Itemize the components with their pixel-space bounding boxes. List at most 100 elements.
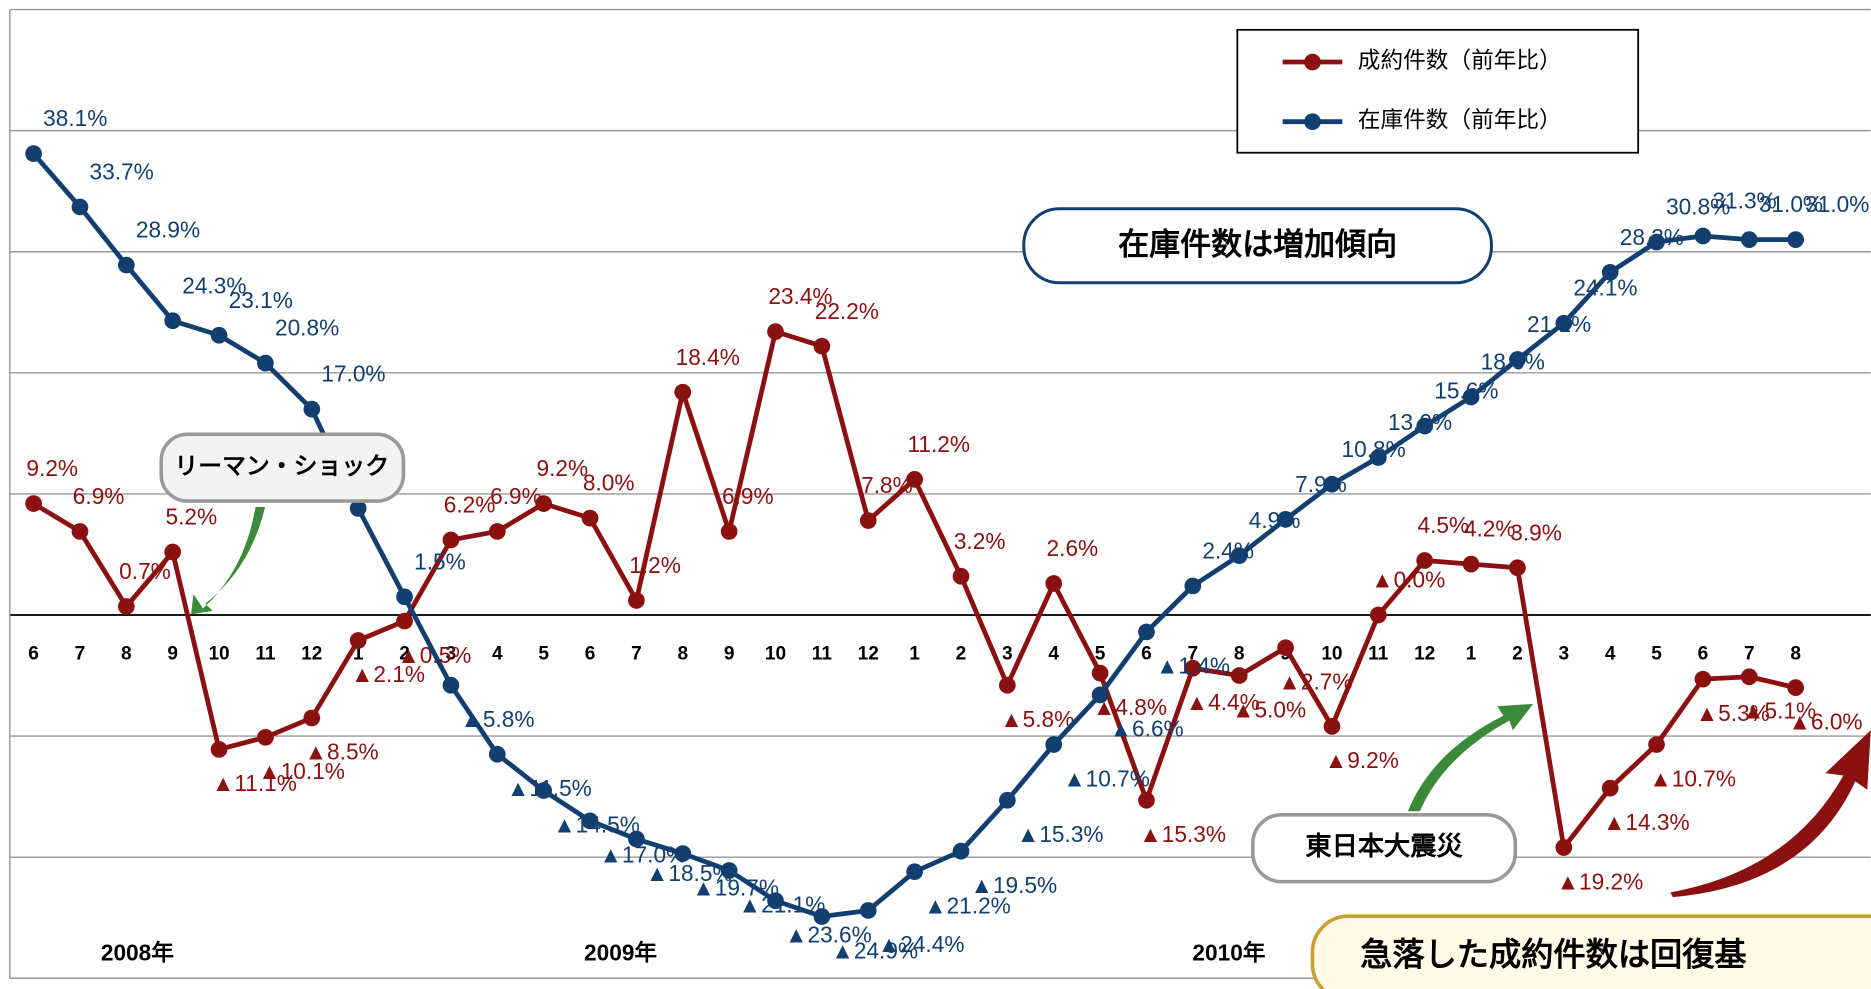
marker <box>813 908 831 925</box>
marker <box>303 709 321 727</box>
x-tick-label: 11 <box>255 643 276 664</box>
marker <box>1230 547 1248 565</box>
marker <box>1138 791 1155 809</box>
marker <box>1694 227 1712 245</box>
marker <box>674 383 692 401</box>
data-label: ▲19.2% <box>1557 868 1644 894</box>
data-label: ▲2.7% <box>1278 668 1352 694</box>
x-tick-label: 6 <box>28 643 39 664</box>
marker <box>720 862 738 879</box>
marker <box>442 531 460 549</box>
marker <box>1184 577 1202 595</box>
marker <box>1555 839 1573 856</box>
marker <box>581 812 599 830</box>
marker <box>71 523 89 540</box>
callout: リーマン・ショック <box>159 432 406 503</box>
data-label: 3.9% <box>1510 519 1562 545</box>
data-label: 21.1% <box>1527 311 1591 337</box>
legend-label: 成約件数（前年比） <box>1358 47 1562 73</box>
callout-box <box>1022 207 1493 285</box>
x-tick-label: 12 <box>301 643 322 664</box>
marker <box>396 588 413 606</box>
marker <box>906 863 923 881</box>
data-label: 28.9% <box>136 217 200 243</box>
data-label: ▲5.3% <box>1696 700 1770 726</box>
data-label: 2.4% <box>1202 538 1254 564</box>
data-label: ▲15.3% <box>1139 821 1226 847</box>
marker <box>1323 475 1341 493</box>
marker <box>628 592 645 609</box>
data-label: 24.1% <box>1573 275 1637 301</box>
marker <box>71 198 89 216</box>
legend-box <box>1236 28 1640 154</box>
callout: 急落した成約件数は回復基 <box>1310 914 1871 989</box>
marker <box>535 782 553 799</box>
x-tick-label: 6 <box>1698 643 1709 664</box>
x-tick-label: 7 <box>75 643 86 664</box>
marker <box>581 509 599 527</box>
data-label: 9.2% <box>26 455 78 481</box>
x-tick-label: 1 <box>909 643 920 664</box>
marker <box>349 632 367 649</box>
data-label: ▲19.5% <box>971 872 1058 898</box>
x-tick-label: 3 <box>1558 643 1569 664</box>
data-label: ▲17.0% <box>600 842 687 868</box>
data-label: 31.0% <box>1759 191 1823 217</box>
arrow-red-up <box>1670 730 1871 898</box>
marker <box>1277 510 1294 528</box>
data-label: ▲5.1% <box>1742 698 1816 724</box>
data-label: 18.0% <box>1481 349 1545 375</box>
x-tick-label: 2 <box>399 643 410 664</box>
marker <box>952 842 970 860</box>
data-label: ▲9.2% <box>1325 747 1399 773</box>
marker <box>1091 686 1109 704</box>
marker <box>1740 231 1758 248</box>
marker <box>1323 718 1341 735</box>
marker <box>628 830 645 848</box>
callout: 在庫件数は増加傾向 <box>1022 207 1493 285</box>
arrow-green-down <box>191 507 266 615</box>
marker <box>1509 559 1526 577</box>
year-label: 2010年 <box>1192 939 1265 965</box>
marker <box>1045 575 1063 592</box>
marker <box>257 354 274 372</box>
marker <box>813 337 831 355</box>
marker <box>767 323 784 340</box>
data-label: ▲10.7% <box>1649 765 1736 791</box>
marker <box>1184 659 1202 677</box>
marker <box>1694 670 1712 688</box>
annotation: 在庫件数は増加傾向 <box>1118 227 1397 262</box>
marker <box>1277 639 1294 657</box>
data-label: 6.2% <box>444 491 496 517</box>
x-tick-label: 10 <box>1321 643 1342 664</box>
marker <box>1601 263 1619 281</box>
marker <box>1740 668 1758 686</box>
marker <box>1787 231 1805 248</box>
annotation: リーマン・ショック <box>174 453 389 480</box>
callout-box <box>1251 813 1518 884</box>
data-label: 4.2% <box>1464 516 1516 542</box>
marker <box>257 728 274 746</box>
data-label: ▲0.0% <box>1371 567 1445 593</box>
data-label: 6.9% <box>73 483 125 509</box>
data-label: 6.9% <box>722 483 774 509</box>
data-label: 31.3% <box>1712 188 1776 214</box>
data-label: 17.0% <box>321 361 385 387</box>
data-label: 1.2% <box>629 552 681 578</box>
data-label: 10.8% <box>1341 436 1405 462</box>
marker <box>1601 779 1619 797</box>
x-tick-label: 10 <box>765 643 786 664</box>
legend-marker <box>1304 113 1321 131</box>
data-label: 24.3% <box>182 272 246 298</box>
x-tick-label: 8 <box>1790 643 1801 664</box>
marker <box>767 892 784 910</box>
data-label: 31.0% <box>1805 191 1869 217</box>
marker <box>674 845 692 862</box>
marker <box>1369 449 1387 466</box>
data-label: ▲15.3% <box>1017 821 1104 847</box>
data-label: 5.2% <box>166 504 218 530</box>
marker <box>999 791 1016 809</box>
x-tick-label: 7 <box>631 643 642 664</box>
legend-label: 在庫件数（前年比） <box>1358 107 1562 133</box>
data-label: ▲5.8% <box>460 706 534 732</box>
